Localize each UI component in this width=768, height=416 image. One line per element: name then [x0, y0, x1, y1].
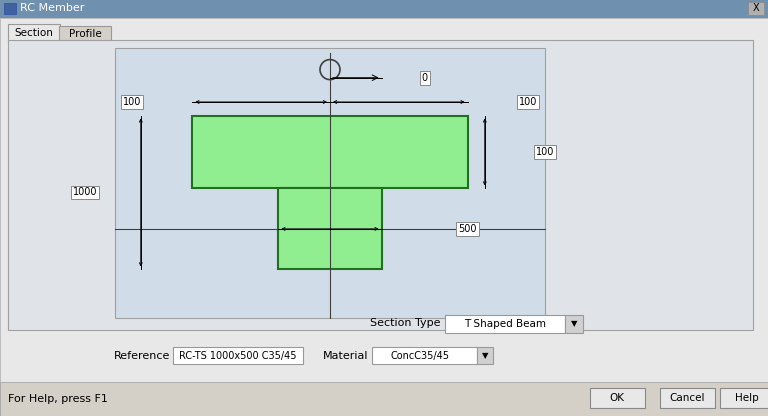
Bar	[278, 188, 382, 270]
Text: Material: Material	[323, 351, 368, 361]
Text: For Help, press F1: For Help, press F1	[8, 394, 108, 404]
Text: 0: 0	[422, 73, 428, 83]
Bar	[193, 116, 468, 188]
Bar	[720, 388, 768, 408]
Text: ▼: ▼	[571, 319, 578, 329]
Text: Reference: Reference	[114, 351, 170, 361]
Bar	[4, 3, 16, 14]
Text: 100: 100	[518, 97, 537, 107]
Text: 100: 100	[536, 147, 554, 157]
Text: Cancel: Cancel	[669, 393, 705, 403]
Bar	[8, 24, 60, 42]
Bar	[590, 388, 645, 408]
Bar	[59, 26, 111, 42]
Text: X: X	[753, 3, 760, 13]
Text: Help: Help	[735, 393, 759, 403]
Bar	[173, 347, 303, 364]
Text: ConcC35/45: ConcC35/45	[390, 351, 449, 361]
Text: Section: Section	[15, 28, 54, 38]
Bar	[660, 388, 715, 408]
Text: OK: OK	[610, 393, 624, 403]
Bar	[372, 347, 477, 364]
Text: RC Member: RC Member	[20, 3, 84, 13]
Bar	[477, 347, 493, 364]
Text: 1000: 1000	[73, 188, 97, 198]
Bar	[8, 40, 753, 330]
Text: Profile: Profile	[68, 29, 101, 39]
Text: 500: 500	[458, 224, 477, 234]
Text: T Shaped Beam: T Shaped Beam	[464, 319, 546, 329]
Bar	[565, 315, 583, 333]
Bar	[0, 382, 768, 416]
Bar	[115, 48, 545, 318]
Text: RC-TS 1000x500 C35/45: RC-TS 1000x500 C35/45	[179, 351, 296, 361]
Bar	[0, 0, 768, 18]
Bar	[445, 315, 565, 333]
Text: ▼: ▼	[482, 352, 488, 361]
Text: 100: 100	[123, 97, 141, 107]
Bar	[748, 2, 764, 15]
Text: Section Type: Section Type	[369, 318, 440, 328]
